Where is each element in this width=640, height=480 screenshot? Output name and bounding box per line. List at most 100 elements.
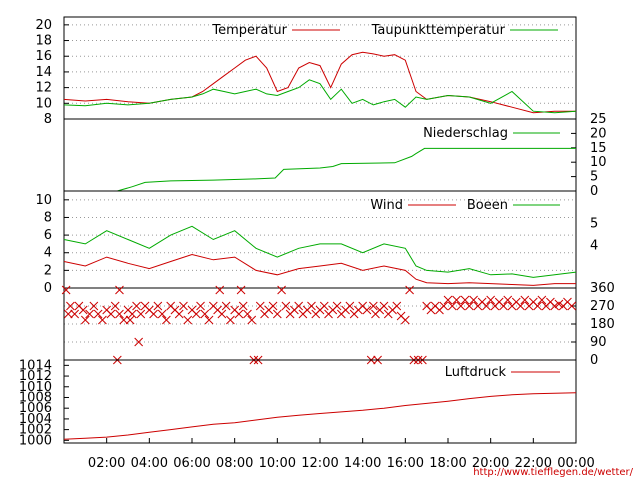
y-tick-label: 1012 [19,369,52,384]
wind-direction-marker [516,301,525,311]
wind-direction-marker [149,309,158,319]
wind-direction-marker [332,301,342,311]
y-tick-label: 10 [590,155,607,170]
wind-direction-marker [379,301,389,311]
wind-direction-marker [234,309,244,319]
wind-direction-marker [307,301,316,311]
y-tick-label: 90 [590,335,607,350]
wind-direction-marker [281,301,291,311]
wind-direction-marker [520,295,530,305]
x-tick-label: 18:00 [429,456,466,471]
wind-direction-marker [460,295,470,305]
series-line-niederschlag [64,147,576,192]
wind-direction-marker [196,301,205,311]
wind-direction-marker [115,309,124,319]
y-tick-label: 10 [35,193,52,208]
wind-direction-marker [98,315,107,325]
y-tick-label: 270 [590,299,615,314]
wind-direction-marker [80,315,90,325]
y-tick-label: 1014 [19,358,52,373]
wind-direction-marker [66,301,75,311]
series-line-boeen [63,225,577,278]
x-tick-label: 08:00 [216,456,253,471]
wind-direction-marker [255,301,265,311]
x-axis: 02:00 04:00 06:00 08:00 10:00 12:00 14:00 16:00… [88,438,595,471]
wind-direction-marker [236,285,246,295]
wind-direction-marker [243,309,252,319]
wind-direction-marker [452,295,461,305]
wind-direction-marker [405,285,414,295]
wind-direction-marker [125,315,135,325]
legend-label: Taupunkttemperatur [371,23,506,38]
wind-direction-marker [110,301,120,311]
x-tick-label: 14:00 [344,456,381,471]
wind-direction-marker [127,309,137,319]
wind-direction-marker [319,301,329,311]
wind-direction-marker [482,301,491,311]
legend-label: Luftdruck [445,365,507,380]
wind-direction-marker [78,305,88,315]
y-tick-label: 8 [44,112,52,127]
wind-direction-marker [136,309,146,319]
wind-direction-marker [554,299,564,309]
y-tick-label: 10 [35,96,52,111]
y-tick-label: 1000 [19,433,52,448]
wind-direction-marker [439,301,449,311]
y-tick-label: 20 [590,126,607,141]
wind-direction-marker [447,301,457,311]
y-tick-label: 2 [44,263,52,278]
wind-direction-marker [464,301,474,311]
y-tick-label: 1008 [19,390,52,405]
wind-direction-marker [443,295,453,305]
wind-direction-marker [63,309,73,319]
x-tick-label: 00:00 [557,456,594,471]
y-tick-label: 16 [35,49,52,64]
wind-direction-marker [238,301,248,311]
wind-direction-marker [153,301,163,311]
legend-label: Boeen [467,198,508,213]
wind-direction-marker [533,301,542,311]
wind-direction-marker [345,301,355,311]
y-tick-label: 5 [590,217,598,232]
y-tick-label: 180 [590,317,615,332]
wind-direction-marker [268,301,278,311]
wind-direction-marker [456,301,466,311]
wind-direction-marker [226,315,235,325]
y-tick-label: 0 [590,353,598,368]
wind-direction-marker [134,337,144,347]
wind-direction-marker [221,301,231,311]
wind-direction-marker [567,301,577,311]
x-tick-label: 06:00 [173,456,210,471]
wind-direction-marker [537,295,547,305]
series-line-luftdruck [63,392,577,440]
y-tick-label: 4 [44,246,52,261]
legend-label: Wind [370,198,403,213]
wind-direction-marker [400,315,410,325]
wind-direction-marker [183,315,193,325]
y-tick-label: 5 [590,170,598,185]
wind-direction-marker [247,315,257,325]
y-tick-label: 4 [590,239,598,254]
wind-direction-marker [157,309,167,319]
wind-direction-marker [191,309,201,319]
wind-direction-marker [469,295,478,305]
wind-direction-marker [179,301,188,311]
y-tick-label: 18 [35,34,52,49]
x-tick-label: 12:00 [301,456,338,471]
y-tick-label: 25 [590,112,607,127]
wind-direction-marker [204,315,214,325]
wind-direction-marker [272,309,282,319]
source-url[interactable]: http://www.tiefflegen.de/wetter/ [473,467,633,478]
y-tick-label: 14 [35,65,52,80]
wind-direction-marker [200,309,210,319]
wind-direction-marker [89,301,99,311]
y-tick-label: 20 [35,18,52,33]
wind-direction-marker [392,301,402,311]
y-tick-label: 0 [590,184,598,199]
y-tick-label: 1006 [19,401,52,416]
wind-direction-marker [61,285,71,295]
